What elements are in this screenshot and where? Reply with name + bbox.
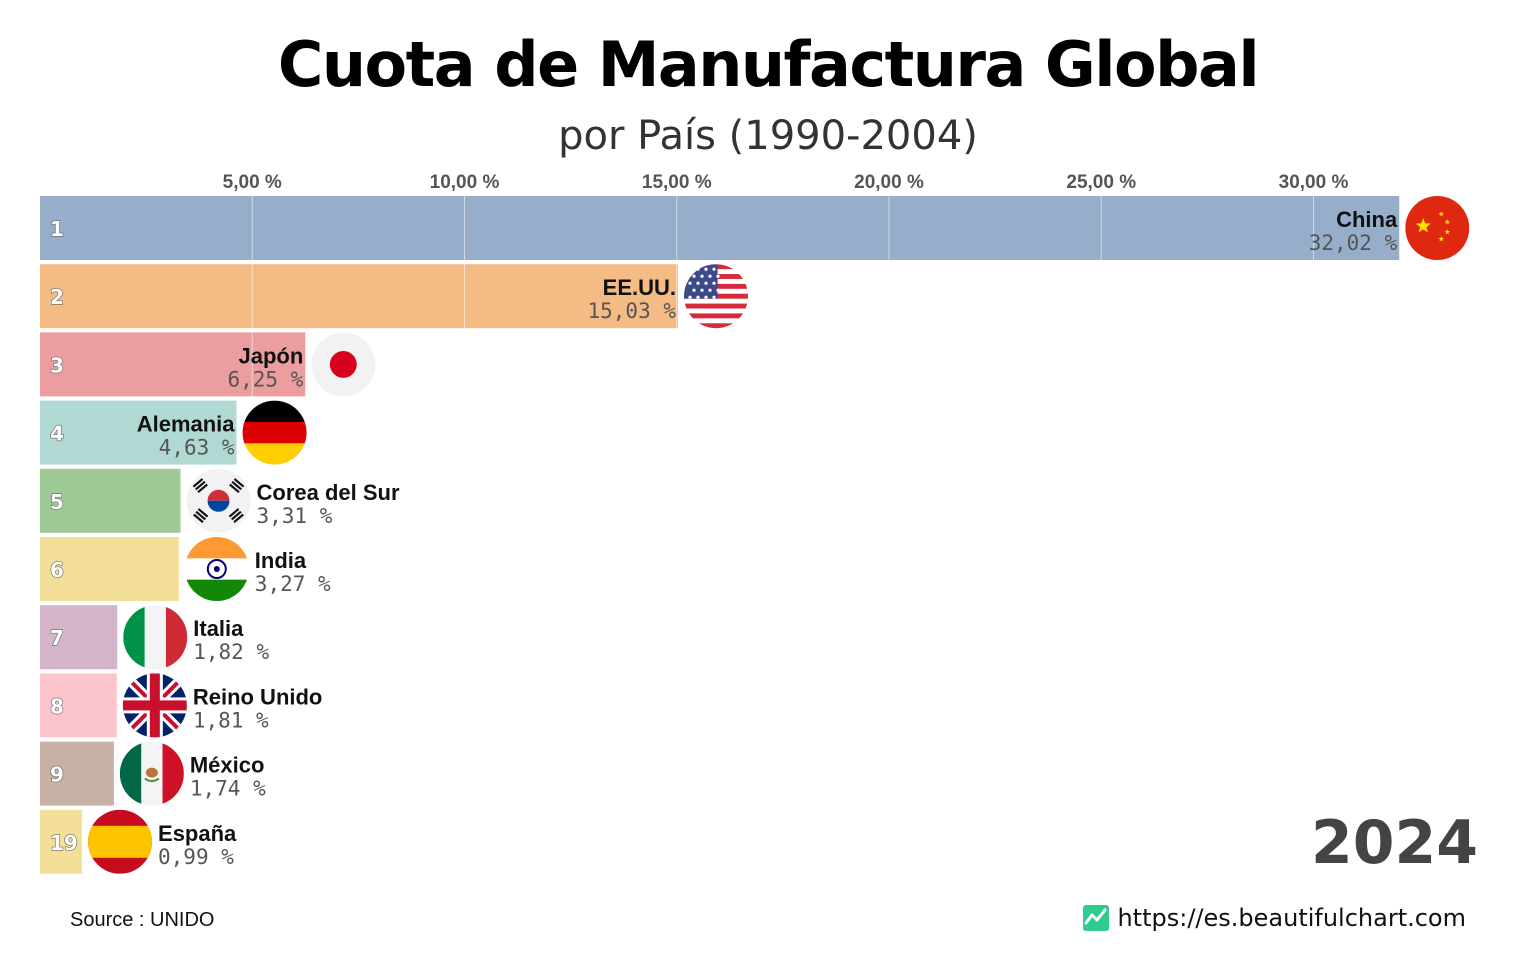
bar-chart: 5,00 % 10,00 % 15,00 % 20,00 % 25,00 % 30,00 …	[40, 172, 1478, 878]
bar	[40, 400, 237, 465]
rank-label: 7	[50, 626, 64, 650]
chart-subtitle: por País (1990-2004)	[558, 113, 978, 159]
gridlines	[251, 194, 1314, 878]
bar	[40, 196, 1400, 260]
rank-label: 2	[50, 285, 64, 309]
axis-tick-label: 10,00 %	[430, 172, 500, 193]
x-axis: 5,00 % 10,00 % 15,00 % 20,00 % 25,00 % 30,00 …	[223, 172, 1349, 193]
website-link[interactable]: https://es.beautifulchart.com	[1083, 904, 1466, 932]
bar	[40, 332, 306, 397]
south-korea-flag-icon	[186, 468, 251, 533]
country-label: EE.UU.	[603, 275, 676, 300]
country-label: Reino Unido	[193, 684, 323, 709]
bar	[40, 537, 179, 601]
axis-tick-label: 30,00 %	[1279, 172, 1349, 193]
country-label: España	[158, 821, 237, 846]
bars-group	[40, 196, 1400, 874]
country-label: China	[1336, 207, 1398, 232]
rank-label: 19	[50, 831, 78, 855]
axis-tick-label: 20,00 %	[854, 172, 924, 193]
value-label: 1,74 %	[190, 777, 266, 801]
mexico-flag-icon	[119, 741, 184, 806]
rank-label: 6	[50, 558, 64, 582]
trend-chart-icon	[1083, 905, 1110, 931]
china-flag-icon	[1405, 196, 1470, 260]
rank-label: 9	[50, 763, 64, 787]
rank-label: 4	[50, 422, 64, 446]
rank-label: 8	[50, 694, 64, 718]
italy-flag-icon	[123, 605, 188, 670]
spain-flag-icon	[88, 809, 153, 874]
year-label: 2024	[1311, 808, 1478, 878]
axis-tick-label: 5,00 %	[223, 172, 282, 193]
country-label: Italia	[193, 616, 244, 641]
country-label: México	[190, 753, 265, 778]
value-label: 3,31 %	[257, 504, 333, 528]
value-label: 6,25 %	[227, 367, 303, 391]
bar	[40, 605, 118, 670]
value-label: 3,27 %	[255, 572, 331, 596]
bar	[40, 741, 114, 806]
value-label: 0,99 %	[158, 845, 234, 869]
value-label: 32,02 %	[1309, 231, 1398, 255]
india-flag-icon	[184, 537, 249, 601]
bar	[40, 673, 117, 738]
axis-tick-label: 15,00 %	[642, 172, 712, 193]
germany-flag-icon	[242, 400, 307, 465]
japan-flag-icon	[311, 332, 376, 397]
value-label: 15,03 %	[588, 299, 677, 323]
country-label: Japón	[239, 343, 304, 368]
bar	[40, 264, 679, 329]
chart-title: Cuota de Manufactura Global	[277, 28, 1260, 101]
value-label: 1,82 %	[193, 640, 269, 664]
country-label: Corea del Sur	[257, 480, 400, 505]
rank-label: 3	[50, 353, 64, 377]
bar	[40, 809, 83, 874]
website-url[interactable]: https://es.beautifulchart.com	[1117, 904, 1466, 932]
usa-flag-icon	[684, 264, 749, 329]
bar	[40, 468, 181, 533]
country-label: India	[255, 548, 307, 573]
country-label: Alemania	[137, 412, 236, 437]
source-note: Source : UNIDO	[70, 909, 215, 931]
uk-flag-icon	[122, 673, 187, 738]
value-label: 1,81 %	[193, 708, 269, 732]
rank-label: 1	[50, 217, 64, 241]
rank-label: 5	[50, 490, 64, 514]
axis-tick-label: 25,00 %	[1066, 172, 1136, 193]
value-label: 4,63 %	[159, 436, 235, 460]
